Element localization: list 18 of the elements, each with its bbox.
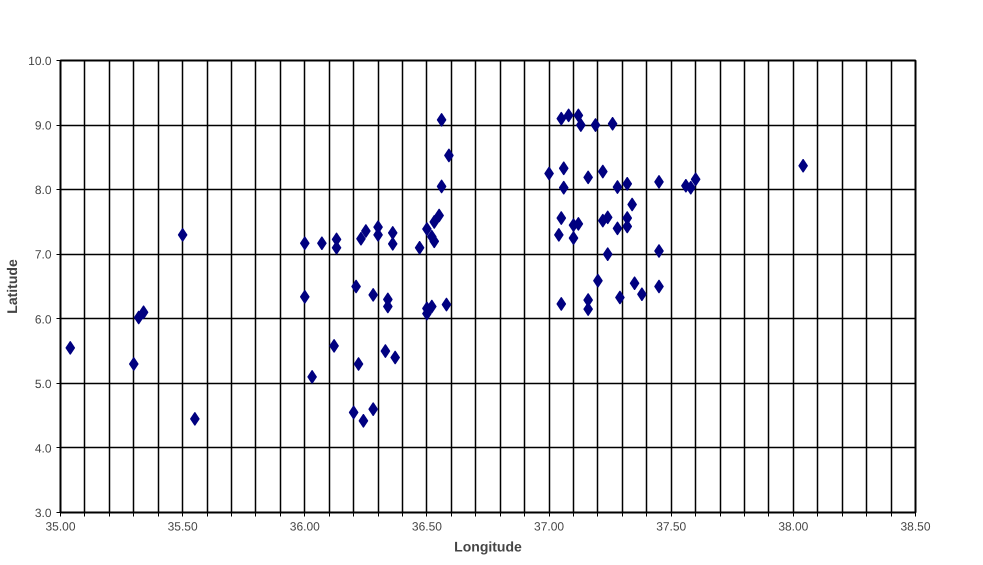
y-tick-label: 4.0 [34, 441, 52, 456]
x-tick-label: 35.50 [168, 520, 198, 534]
y-tick-label: 5.0 [34, 376, 52, 391]
y-tick-label: 3.0 [34, 506, 52, 520]
y-tick-label: 9.0 [34, 118, 52, 133]
x-tick-label: 35.00 [45, 520, 76, 534]
y-tick-label: 6.0 [34, 312, 52, 326]
y-axis-title: Latitude [4, 259, 20, 314]
y-tick-label: 10.0 [28, 54, 52, 68]
x-tick-label: 38.50 [900, 520, 931, 534]
x-tick-label: 37.00 [534, 520, 564, 534]
x-tick-label: 36.50 [412, 520, 442, 534]
y-tick-label: 7.0 [34, 248, 52, 262]
y-tick-label: 8.0 [34, 183, 52, 198]
x-axis-title: Longitude [454, 538, 522, 554]
x-tick-label: 37.50 [656, 520, 687, 534]
x-tick-label: 38.00 [778, 520, 809, 534]
x-tick-label: 36.00 [290, 520, 320, 534]
